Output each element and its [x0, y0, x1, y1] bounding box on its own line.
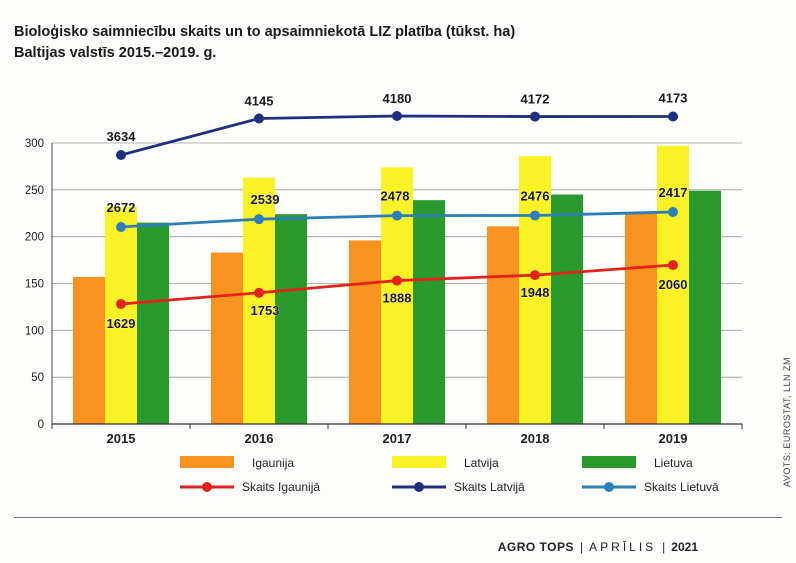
- bar-latvija: [105, 206, 137, 424]
- bar-lietuva: [551, 194, 583, 424]
- footer-year: 2021: [671, 540, 698, 554]
- point-skaits-igaunija: [668, 260, 678, 270]
- legend-marker-skaits-lietuva: [604, 482, 614, 492]
- line-skaits-latvija: [120, 114, 674, 157]
- point-skaits-lietuva: [668, 207, 678, 217]
- source-credit: AVOTS: EUROSTAT, LLN ZM: [768, 355, 792, 495]
- point-skaits-latvija: [392, 111, 402, 121]
- chart-title-line-1: Bioloģisko saimniecību skaits un to apsa…: [14, 24, 516, 40]
- data-label-skaits-lietuva: 2476: [521, 188, 550, 203]
- x-tick-label: 2018: [521, 431, 550, 446]
- bar-igaunija: [625, 212, 657, 424]
- bar-lietuva: [413, 200, 445, 424]
- data-label-skaits-lietuva: 2417: [659, 185, 688, 200]
- footer-divider: [14, 517, 782, 518]
- data-label-skaits-latvija: 4145: [245, 94, 274, 109]
- point-skaits-igaunija: [530, 270, 540, 281]
- data-label-skaits-igaunija: 1948: [521, 285, 550, 300]
- point-skaits-latvija: [668, 111, 678, 122]
- point-skaits-igaunija: [116, 299, 126, 309]
- legend-swatch-latvija: [392, 456, 446, 468]
- y-tick-label: 250: [25, 185, 44, 197]
- data-label-skaits-latvija: 4180: [383, 91, 412, 106]
- footer-separator: |: [662, 540, 666, 554]
- point-skaits-lietuva: [530, 210, 540, 221]
- x-tick-label: 2015: [107, 431, 136, 446]
- data-label-skaits-latvija: 4172: [521, 92, 550, 107]
- bar-latvija: [657, 145, 689, 424]
- y-tick-label: 150: [25, 279, 44, 291]
- legend: Igaunija Latvija Lietuva Skaits Igaunijā Ska…: [180, 456, 719, 494]
- bar-lietuva: [275, 214, 307, 424]
- bar-latvija: [519, 156, 551, 424]
- legend-marker-skaits-igaunija: [202, 482, 212, 492]
- point-skaits-lietuva: [116, 222, 126, 232]
- legend-marker-skaits-latvija: [414, 482, 424, 492]
- data-label-skaits-igaunija: 1753: [251, 303, 280, 318]
- x-tick-label: 2016: [245, 431, 274, 446]
- bars: [73, 145, 721, 424]
- y-tick-label: 300: [25, 138, 44, 150]
- chart-title-line-2: Baltijas valstīs 2015.–2019. g.: [14, 45, 217, 61]
- chart-title: Bioloģisko saimniecību skaits un to apsa…: [14, 22, 515, 64]
- data-label-skaits-igaunija: 1629: [107, 316, 136, 331]
- y-axis: 0 50 100 150 200 250 300: [25, 138, 53, 431]
- legend-label-skaits-igaunija: Skaits Igaunijā: [242, 480, 320, 494]
- point-skaits-lietuva: [392, 210, 402, 221]
- bar-igaunija: [73, 276, 105, 424]
- bar-latvija: [381, 167, 413, 424]
- data-label-skaits-lietuva: 2672: [107, 200, 136, 215]
- data-label-skaits-igaunija: 2060: [659, 277, 688, 292]
- bar-lietuva: [689, 190, 721, 424]
- legend-label-igaunija: Igaunija: [252, 456, 294, 470]
- data-label-skaits-igaunija: 1888: [383, 291, 412, 306]
- footer: AGRO TOPS | APRĪLIS | 2021: [498, 540, 698, 554]
- point-skaits-latvija: [530, 111, 540, 122]
- data-label-skaits-latvija: 4173: [659, 91, 688, 106]
- footer-separator: |: [580, 540, 584, 554]
- point-skaits-igaunija: [254, 287, 264, 298]
- footer-month: APRĪLIS: [589, 540, 657, 554]
- legend-swatch-lietuva: [582, 456, 636, 468]
- bar-igaunija: [211, 252, 243, 424]
- y-tick-label: 200: [25, 232, 44, 244]
- legend-label-lietuva: Lietuva: [654, 456, 693, 470]
- legend-swatch-igaunija: [180, 456, 234, 468]
- y-tick-label: 100: [25, 325, 44, 337]
- source-credit-text: AVOTS: EUROSTAT, LLN ZM: [782, 356, 792, 487]
- legend-label-skaits-lietuva: Skaits Lietuvā: [644, 480, 719, 494]
- point-skaits-lietuva: [254, 214, 264, 225]
- x-axis: 2015 2016 2017 2018 2019: [51, 423, 743, 446]
- bar-igaunija: [487, 226, 519, 424]
- data-label-skaits-latvija: 3634: [107, 129, 137, 144]
- x-tick-label: 2019: [659, 431, 688, 446]
- data-label-skaits-lietuva: 2478: [381, 189, 410, 204]
- bar-lietuva: [137, 222, 169, 424]
- point-skaits-igaunija: [392, 275, 402, 286]
- point-skaits-latvija: [254, 113, 264, 124]
- bar-igaunija: [349, 240, 381, 424]
- point-skaits-latvija: [116, 150, 126, 160]
- x-tick-label: 2017: [383, 431, 412, 446]
- data-label-skaits-lietuva: 2539: [251, 192, 280, 207]
- y-tick-label: 50: [31, 372, 44, 384]
- y-tick-label: 0: [38, 419, 44, 431]
- legend-label-latvija: Latvija: [464, 456, 499, 470]
- footer-magazine: AGRO TOPS: [497, 540, 575, 554]
- lines: 1629 1753 1888 1948 2060 3634 4145 4180 4172 4173…: [106, 90, 688, 331]
- legend-label-skaits-latvija: Skaits Latvijā: [454, 480, 525, 494]
